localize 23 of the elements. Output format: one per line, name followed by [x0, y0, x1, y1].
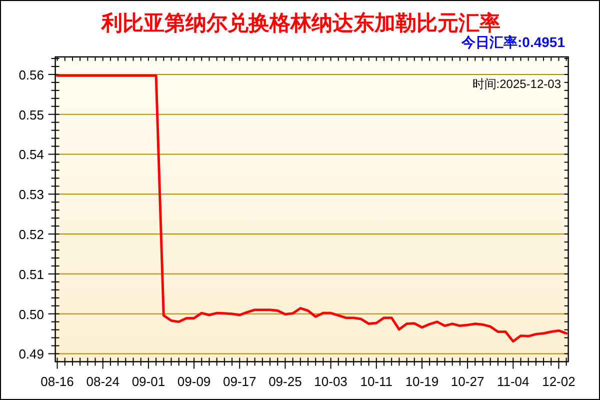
- ytick-label: 0.54: [18, 147, 44, 162]
- annotation: 时间:2025-12-03: [472, 77, 561, 91]
- annotation: 今日汇率:0.4951: [462, 34, 565, 50]
- ytick-label: 0.52: [18, 227, 44, 242]
- ytick-label: 0.51: [18, 266, 44, 282]
- ytick-label: 0.53: [18, 187, 44, 202]
- xtick-label: 09-25: [268, 374, 302, 389]
- ytick-label: 0.50: [18, 306, 44, 322]
- xtick-label: 10-19: [405, 374, 439, 389]
- xtick-label: 12-02: [542, 374, 576, 389]
- ytick-label: 0.56: [18, 67, 44, 82]
- xtick-label: 10-27: [450, 374, 484, 389]
- ytick-label: 0.55: [18, 107, 44, 122]
- xtick-label: 08-16: [40, 374, 74, 389]
- title: 利比亚第纳尔兑换格林纳达东加勒比元汇率: [102, 12, 500, 35]
- xtick-label: 09-01: [132, 374, 166, 389]
- ytick-label: 0.49: [18, 346, 44, 362]
- xtick-label: 09-09: [177, 374, 211, 389]
- xtick-label: 09-17: [223, 374, 256, 389]
- xtick-label: 11-04: [497, 374, 530, 389]
- xtick-label: 10-03: [314, 374, 348, 389]
- xtick-label: 10-11: [360, 374, 393, 389]
- xtick-label: 08-24: [86, 374, 120, 389]
